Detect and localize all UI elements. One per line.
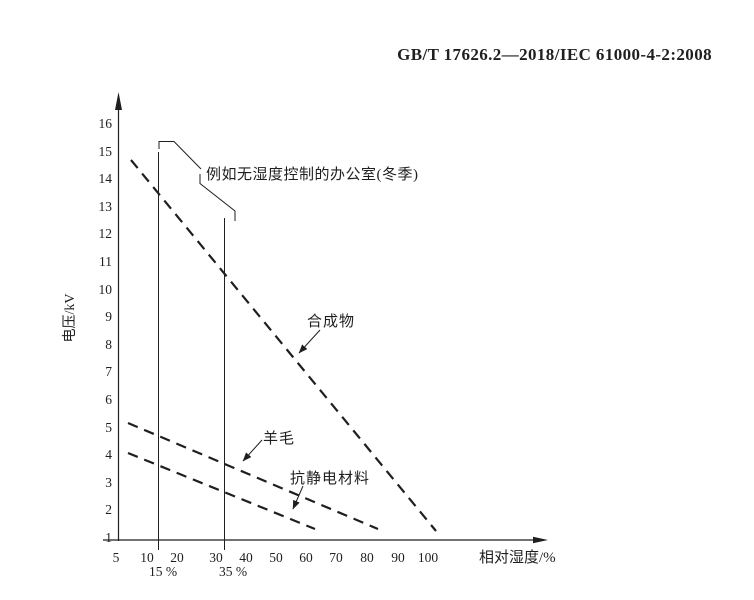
series-label-wool: 羊毛 [263, 431, 296, 447]
y-tick-label: 14 [98, 171, 113, 187]
y-tick-label: 12 [98, 226, 113, 242]
y-tick-label: 2 [105, 502, 112, 518]
y-tick-label: 11 [99, 254, 112, 269]
x-axis-title: 相对湿度/% [479, 550, 556, 566]
x-tick-label: 40 [239, 550, 253, 565]
x-tick-label: 30 [209, 550, 223, 565]
reference-label-35-percent: 35 % [218, 564, 248, 579]
annotation-leader-right [199, 174, 236, 221]
y-tick-label: 16 [98, 116, 113, 131]
series-line-wool [127, 421, 379, 531]
series-line-antistatic [127, 451, 316, 531]
antistatic-label-arrow-icon [292, 485, 304, 510]
standard-reference-header: GB/T 17626.2—2018/IEC 61000-4-2:2008 [397, 45, 712, 64]
y-tick-label: 6 [105, 392, 112, 407]
y-tick-label: 9 [105, 309, 112, 325]
y-tick-label: 10 [98, 281, 113, 297]
y-axis-arrowhead-icon [115, 92, 122, 110]
series-label-antistatic: 抗静电材料 [290, 471, 371, 487]
x-axis-arrowhead-icon [533, 536, 548, 544]
wool-label-arrow-icon [242, 439, 263, 462]
x-tick-label: 60 [299, 550, 313, 565]
y-tick-label: 5 [105, 419, 112, 435]
series-label-synthetic: 合成物 [307, 314, 356, 330]
series-line-synthetic [130, 159, 437, 532]
y-tick-label: 8 [105, 336, 112, 352]
y-tick-label: 3 [105, 474, 112, 490]
x-tick-label: 10 [140, 550, 154, 565]
y-tick-label: 1 [105, 530, 112, 545]
x-tick-label: 80 [360, 550, 374, 565]
y-tick-label: 7 [105, 364, 112, 380]
annotation-text: 例如无湿度控制的办公室(冬季) [206, 167, 419, 183]
y-axis-title: 电压/kV [63, 293, 78, 343]
synthetic-label-arrow-icon [298, 329, 321, 354]
y-tick-label: 13 [98, 198, 113, 214]
y-tick-label: 15 [98, 143, 113, 159]
x-tick-label: 70 [329, 550, 343, 565]
x-tick-label: 90 [391, 550, 405, 565]
x-tick-label: 20 [170, 550, 184, 565]
annotation-leader-left [158, 141, 202, 170]
y-tick-label: 4 [105, 447, 112, 463]
x-tick-label: 100 [417, 550, 439, 565]
x-tick-label: 50 [269, 550, 283, 565]
x-tick-label: 5 [112, 550, 120, 565]
reference-label-15-percent: 15 % [148, 564, 178, 579]
